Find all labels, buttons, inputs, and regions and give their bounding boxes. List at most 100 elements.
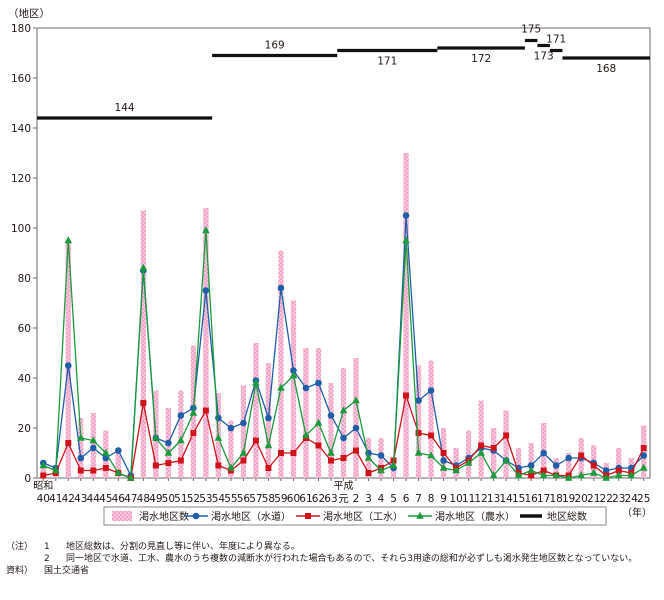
point-agricultural-water xyxy=(114,468,123,476)
point-industrial-water xyxy=(340,455,347,461)
x-tick-label: 22 xyxy=(600,493,613,505)
x-tick-label: 56 xyxy=(237,493,251,505)
bar-shortage-count xyxy=(278,250,284,478)
bar-shortage-count xyxy=(616,448,622,478)
note-head: （注） xyxy=(6,542,34,552)
x-tick-label: 46 xyxy=(112,493,126,505)
point-agricultural-water xyxy=(264,441,273,449)
x-tick-label: 9 xyxy=(440,493,447,505)
point-agricultural-water xyxy=(477,448,485,456)
x-tick-label: 6 xyxy=(403,493,410,505)
y-axis-title: （地区） xyxy=(8,7,50,20)
x-tick-label: 13 xyxy=(487,493,500,505)
x-tick-label: 19 xyxy=(562,493,575,505)
legend-square-marker xyxy=(305,513,311,519)
x-tick-label: 7 xyxy=(415,493,422,505)
point-agricultural-water xyxy=(452,466,460,474)
point-water-supply xyxy=(115,447,122,454)
point-industrial-water xyxy=(353,447,360,454)
point-industrial-water xyxy=(40,472,47,479)
note-1-number: 1 xyxy=(44,542,50,552)
x-tick-label: 41 xyxy=(49,493,62,505)
point-water-supply xyxy=(265,414,272,422)
point-industrial-water xyxy=(152,462,159,469)
point-water-supply xyxy=(540,449,547,457)
point-water-supply xyxy=(215,414,222,422)
x-tick-label: 17 xyxy=(537,493,550,505)
total-districts-label: 171 xyxy=(377,56,397,68)
x-tick-label: 2 xyxy=(353,493,360,505)
x-tick-label: 55 xyxy=(224,493,237,505)
bar-shortage-count xyxy=(115,448,121,478)
point-agricultural-water xyxy=(427,451,435,459)
x-tick-label: 61 xyxy=(299,493,312,505)
point-agricultural-water xyxy=(602,473,611,481)
point-water-supply xyxy=(415,397,422,404)
point-agricultural-water xyxy=(177,436,185,444)
point-water-supply xyxy=(89,444,97,452)
point-agricultural-water xyxy=(402,236,410,244)
point-industrial-water xyxy=(102,465,109,471)
legend-circle-marker xyxy=(192,512,200,520)
bar-shortage-count xyxy=(178,390,184,478)
x-tick-label: 40 xyxy=(37,493,50,505)
point-water-supply xyxy=(640,452,648,459)
point-agricultural-water xyxy=(252,378,260,386)
x-tick-label: 42 xyxy=(62,493,75,505)
point-industrial-water xyxy=(165,460,172,466)
x-tick-label: 12 xyxy=(474,493,487,505)
x-tick-label: 53 xyxy=(199,493,212,505)
point-water-supply xyxy=(202,287,210,294)
bar-shortage-count xyxy=(465,430,472,478)
bar-shortage-count xyxy=(78,418,84,478)
point-agricultural-water xyxy=(364,453,373,461)
y-tick-label: 80 xyxy=(18,273,31,285)
point-industrial-water xyxy=(365,470,372,476)
point-industrial-water xyxy=(65,440,72,446)
point-water-supply xyxy=(527,462,535,469)
x-tick-label: 元 xyxy=(338,493,349,505)
point-agricultural-water xyxy=(214,433,223,441)
bar-shortage-count xyxy=(340,368,347,478)
point-agricultural-water xyxy=(377,466,385,474)
x-tick-label: 16 xyxy=(524,493,538,505)
point-industrial-water xyxy=(615,467,622,474)
point-agricultural-water xyxy=(127,473,135,481)
total-districts-label: 175 xyxy=(521,24,541,36)
bar-shortage-count xyxy=(40,460,46,478)
x-tick-label: 54 xyxy=(212,493,226,505)
source-text: 国土交通省 xyxy=(44,566,90,576)
point-industrial-water xyxy=(315,442,322,449)
point-water-supply xyxy=(227,424,235,432)
point-agricultural-water xyxy=(277,383,285,391)
source-head: 資料） xyxy=(6,566,34,576)
x-tick-label: 58 xyxy=(262,493,275,505)
y-tick-label: 100 xyxy=(11,223,31,235)
bar-shortage-count xyxy=(140,210,146,478)
x-tick-label: 24 xyxy=(625,493,639,505)
bar-shortage-count xyxy=(503,410,509,478)
point-industrial-water xyxy=(578,452,585,459)
note-2: 2 同一地区で水道、工水、農水のうち複数の減断水が行われた場合もあるので、それら… xyxy=(6,553,658,565)
point-industrial-water xyxy=(503,432,510,439)
x-tick-label: 60 xyxy=(287,493,300,505)
bar-shortage-count xyxy=(415,365,422,478)
point-industrial-water xyxy=(478,442,485,449)
x-tick-label: 14 xyxy=(499,493,513,505)
note-1: （注） 1 地区総数は、分割の見直し等に伴い、年度により異なる。 xyxy=(6,541,658,553)
point-agricultural-water xyxy=(439,463,448,471)
point-agricultural-water xyxy=(389,461,398,469)
point-water-supply xyxy=(352,424,360,432)
point-agricultural-water xyxy=(227,463,235,471)
bar-shortage-count xyxy=(315,348,322,478)
point-agricultural-water xyxy=(539,471,548,479)
point-water-supply xyxy=(327,412,335,419)
point-agricultural-water xyxy=(314,418,323,426)
bar-shortage-count xyxy=(303,348,309,478)
legend-label: 渇水地区（工水） xyxy=(323,510,403,523)
point-industrial-water xyxy=(252,437,259,444)
x-tick-label: 21 xyxy=(587,493,600,505)
point-industrial-water xyxy=(90,467,97,474)
x-tick-label: 45 xyxy=(99,493,112,505)
x-tick-label: 63 xyxy=(324,493,337,505)
